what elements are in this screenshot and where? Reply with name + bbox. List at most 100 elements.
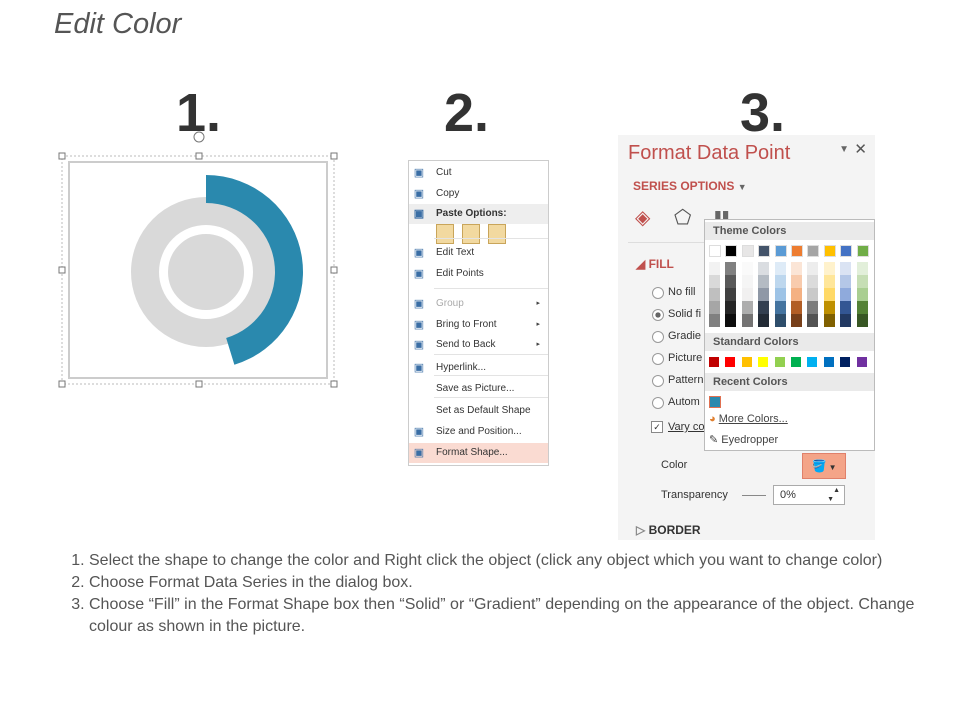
fill-option-radio[interactable] <box>652 375 664 387</box>
border-section-header[interactable]: ▷ BORDER <box>636 523 701 537</box>
standard-color-swatch[interactable] <box>840 357 851 367</box>
theme-color-shade-swatch[interactable] <box>709 314 720 327</box>
theme-color-shade-swatch[interactable] <box>725 288 737 301</box>
theme-color-shade-swatch[interactable] <box>758 288 770 301</box>
transparency-input[interactable]: 0% ▲ ▼ <box>773 485 845 505</box>
context-menu-item[interactable]: ▣ Cut <box>409 163 548 183</box>
theme-color-shade-swatch[interactable] <box>709 288 720 301</box>
theme-color-shade-swatch[interactable] <box>741 262 753 275</box>
rotate-handle-icon[interactable] <box>193 131 205 143</box>
theme-color-shade-swatch[interactable] <box>725 301 737 314</box>
theme-color-shade-swatch[interactable] <box>774 301 786 314</box>
theme-color-swatch[interactable] <box>840 245 853 257</box>
theme-color-shade-swatch[interactable] <box>807 314 819 327</box>
theme-color-swatch[interactable] <box>774 245 787 257</box>
resize-handle[interactable] <box>330 152 338 160</box>
resize-handle[interactable] <box>58 266 66 274</box>
resize-handle[interactable] <box>195 152 203 160</box>
effects-pentagon-icon[interactable]: ⬠ <box>674 207 692 229</box>
resize-handle[interactable] <box>58 380 66 388</box>
theme-color-swatch[interactable] <box>856 245 869 257</box>
theme-color-shade-swatch[interactable] <box>725 262 737 275</box>
standard-color-swatch[interactable] <box>856 357 867 367</box>
context-menu-item[interactable]: ▣ Bring to Front ▸ <box>409 315 548 335</box>
spinner-icon[interactable]: ▲ ▼ <box>827 487 840 503</box>
theme-color-shade-swatch[interactable] <box>774 314 786 327</box>
theme-color-shade-swatch[interactable] <box>709 275 720 288</box>
theme-color-shade-swatch[interactable] <box>823 301 835 314</box>
theme-color-shade-swatch[interactable] <box>840 314 852 327</box>
theme-color-shade-swatch[interactable] <box>823 262 835 275</box>
context-menu-item[interactable]: Save as Picture... <box>409 379 548 399</box>
theme-color-shade-swatch[interactable] <box>774 275 786 288</box>
theme-color-swatch[interactable] <box>823 245 836 257</box>
context-menu-item[interactable]: ▣ Edit Text <box>409 243 548 263</box>
theme-color-shade-swatch[interactable] <box>807 288 819 301</box>
donut-ring[interactable] <box>131 197 281 347</box>
eyedropper-item[interactable]: ✎ Eyedropper <box>709 433 869 449</box>
theme-color-shade-swatch[interactable] <box>758 314 770 327</box>
fill-section-header[interactable]: ◢ FILL <box>636 257 674 271</box>
theme-color-shade-swatch[interactable] <box>758 301 770 314</box>
theme-color-shade-swatch[interactable] <box>856 275 868 288</box>
theme-color-swatch[interactable] <box>758 245 771 257</box>
theme-color-shade-swatch[interactable] <box>823 288 835 301</box>
theme-color-shade-swatch[interactable] <box>856 314 868 327</box>
theme-color-shade-swatch[interactable] <box>791 262 802 275</box>
resize-handle[interactable] <box>330 380 338 388</box>
theme-color-shade-swatch[interactable] <box>741 275 753 288</box>
fill-option-radio[interactable] <box>652 287 664 299</box>
pane-options-chevron-icon[interactable]: ▼ <box>839 144 849 155</box>
theme-color-shade-swatch[interactable] <box>709 301 720 314</box>
theme-color-shade-swatch[interactable] <box>741 314 753 327</box>
context-menu-item[interactable]: Set as Default Shape <box>409 401 548 421</box>
theme-color-shade-swatch[interactable] <box>856 262 868 275</box>
theme-color-shade-swatch[interactable] <box>709 262 720 275</box>
theme-color-shade-swatch[interactable] <box>774 262 786 275</box>
theme-color-swatch[interactable] <box>807 245 820 257</box>
theme-color-swatch[interactable] <box>791 245 803 257</box>
context-menu-item[interactable]: ▣ Size and Position... <box>409 422 548 442</box>
standard-color-swatch[interactable] <box>725 357 736 367</box>
donut-chart-selected[interactable] <box>55 125 345 390</box>
fill-option-radio[interactable] <box>652 353 664 365</box>
standard-color-swatch[interactable] <box>758 357 769 367</box>
series-options-dropdown[interactable]: SERIES OPTIONS ▼ <box>633 179 747 193</box>
close-icon[interactable]: ✕ <box>854 141 867 158</box>
standard-color-swatch[interactable] <box>823 357 834 367</box>
theme-color-shade-swatch[interactable] <box>741 288 753 301</box>
resize-handle[interactable] <box>195 380 203 388</box>
theme-color-shade-swatch[interactable] <box>840 275 852 288</box>
theme-color-shade-swatch[interactable] <box>840 288 852 301</box>
theme-color-shade-swatch[interactable] <box>791 275 802 288</box>
theme-color-shade-swatch[interactable] <box>840 301 852 314</box>
context-menu-item[interactable]: ▣ Format Shape... <box>409 443 548 463</box>
theme-color-swatch[interactable] <box>741 245 754 257</box>
theme-color-shade-swatch[interactable] <box>840 262 852 275</box>
theme-color-shade-swatch[interactable] <box>758 262 770 275</box>
theme-color-shade-swatch[interactable] <box>758 275 770 288</box>
standard-color-swatch[interactable] <box>807 357 818 367</box>
resize-handle[interactable] <box>58 152 66 160</box>
paste-option-icon[interactable] <box>436 224 454 244</box>
theme-color-shade-swatch[interactable] <box>823 314 835 327</box>
theme-color-swatch[interactable] <box>725 245 738 257</box>
theme-color-shade-swatch[interactable] <box>791 314 802 327</box>
theme-color-swatch[interactable] <box>709 245 721 257</box>
context-menu-item[interactable]: ▣ Hyperlink... <box>409 358 548 378</box>
standard-color-swatch[interactable] <box>791 357 801 367</box>
theme-color-shade-swatch[interactable] <box>856 301 868 314</box>
fill-option-radio[interactable] <box>652 331 664 343</box>
standard-color-swatch[interactable] <box>709 357 719 367</box>
context-menu-item[interactable]: ▣ Edit Points <box>409 264 548 284</box>
paste-option-icon[interactable] <box>462 224 480 244</box>
more-colors-item[interactable]: ◕ More Colors... <box>709 413 869 429</box>
theme-color-shade-swatch[interactable] <box>725 314 737 327</box>
theme-color-shade-swatch[interactable] <box>791 301 802 314</box>
paste-option-icon[interactable] <box>488 224 506 244</box>
standard-color-swatch[interactable] <box>774 357 785 367</box>
fill-line-icon[interactable]: ◈ <box>635 207 651 229</box>
vary-colors-checkbox[interactable]: ✓ <box>651 421 663 433</box>
theme-color-shade-swatch[interactable] <box>791 288 802 301</box>
theme-color-shade-swatch[interactable] <box>823 275 835 288</box>
